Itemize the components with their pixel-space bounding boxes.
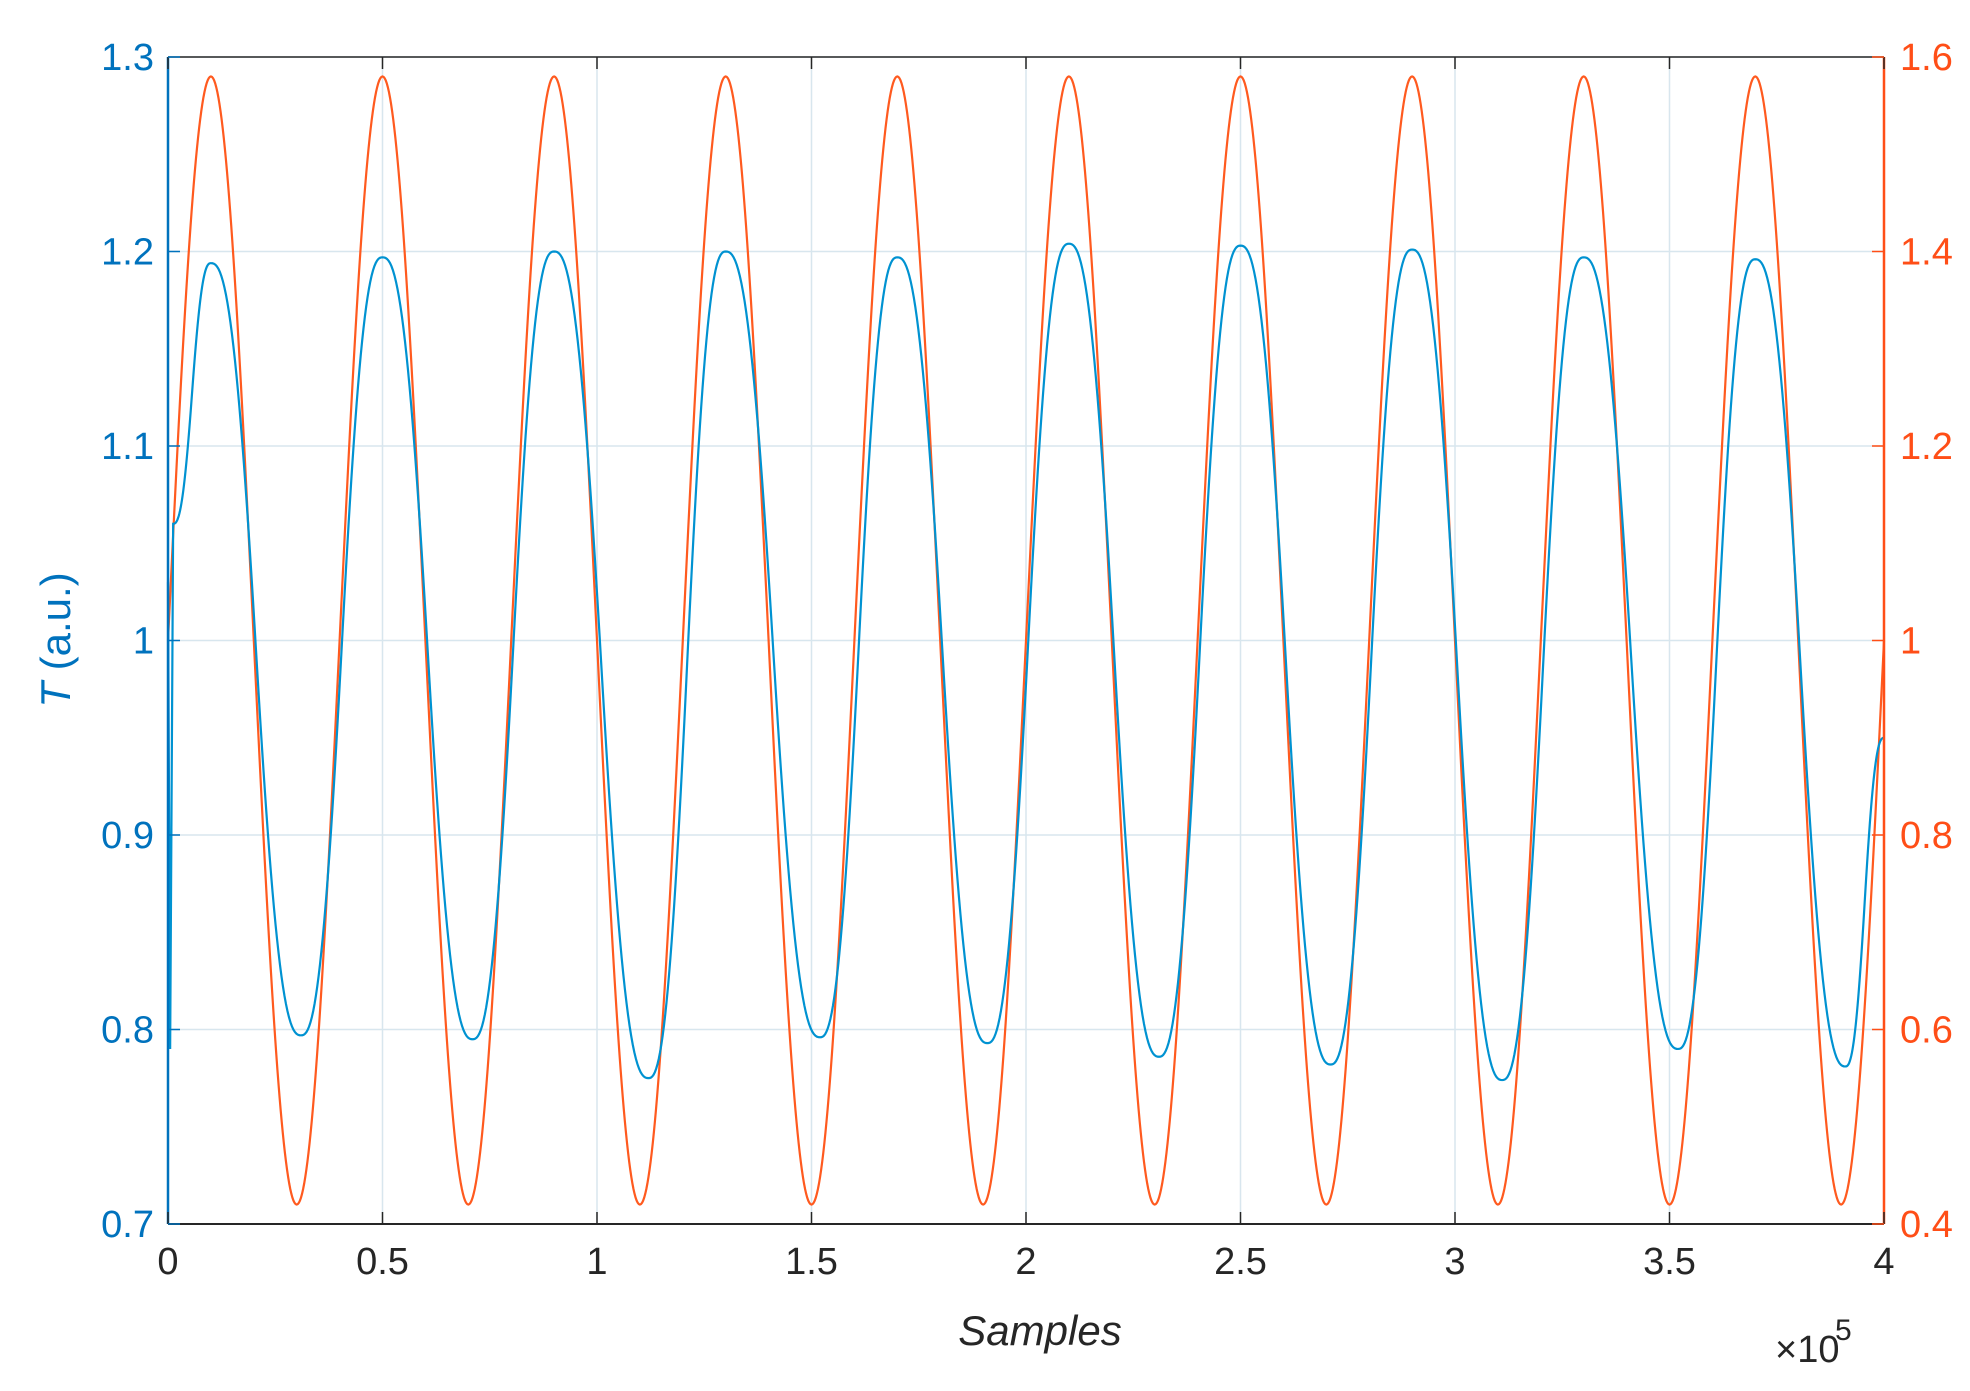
y-right-tick-label-5: 1.4 (1900, 232, 1953, 274)
x-tick-label-5: 2.5 (1214, 1241, 1267, 1283)
x-tick-label-7: 3.5 (1643, 1241, 1696, 1283)
x-tick-label-0: 0 (157, 1241, 178, 1283)
y-left-label-symbol: T (32, 679, 79, 708)
y-right-tick-label-2: 0.8 (1900, 815, 1953, 857)
ticks-layer: 0 0.5 1 1.5 2 2.5 3 3.5 4 0.7 0.8 0.9 1 1.1 1.2 1.3 0.4 0… (101, 37, 1953, 1283)
y-left-tick-label-1: 0.8 (101, 1010, 154, 1052)
series-left-line (166, 242, 1885, 1082)
x-tick-label-1: 0.5 (356, 1241, 409, 1283)
y-right-tick-label-0: 0.4 (1900, 1204, 1953, 1246)
y-left-tick-label-4: 1.1 (101, 426, 154, 468)
x-axis-exponent: ×10 5 (1775, 1314, 1852, 1371)
y-right-tick-label-6: 1.6 (1900, 37, 1953, 79)
y-left-axis-label: T (a.u.) (32, 572, 79, 707)
x-tick-label-2: 1 (586, 1241, 607, 1283)
x-axis-label: Samples (958, 1307, 1121, 1354)
x-exponent-power: 5 (1835, 1314, 1852, 1347)
y-left-label-unit: (a.u.) (32, 572, 79, 682)
y-right-tick-label-3: 1 (1900, 621, 1921, 663)
y-left-tick-label-5: 1.2 (101, 232, 154, 274)
x-tick-label-3: 1.5 (785, 1241, 838, 1283)
x-tick-label-6: 3 (1444, 1241, 1465, 1283)
svg-text:T (a.u.): T (a.u.) (32, 572, 79, 707)
series-right-line (166, 75, 1886, 1206)
y-right-tick-label-4: 1.2 (1900, 426, 1953, 468)
x-tick-label-8: 4 (1873, 1241, 1894, 1283)
y-left-tick-label-2: 0.9 (101, 815, 154, 857)
y-left-tick-label-6: 1.3 (101, 37, 154, 79)
series-layer (166, 75, 1886, 1206)
x-tick-label-4: 2 (1015, 1241, 1036, 1283)
y-left-tick-label-3: 1 (133, 621, 154, 663)
y-left-tick-label-0: 0.7 (101, 1204, 154, 1246)
y-right-tick-label-1: 0.6 (1900, 1010, 1953, 1052)
x-exponent-base: ×10 (1775, 1329, 1839, 1371)
